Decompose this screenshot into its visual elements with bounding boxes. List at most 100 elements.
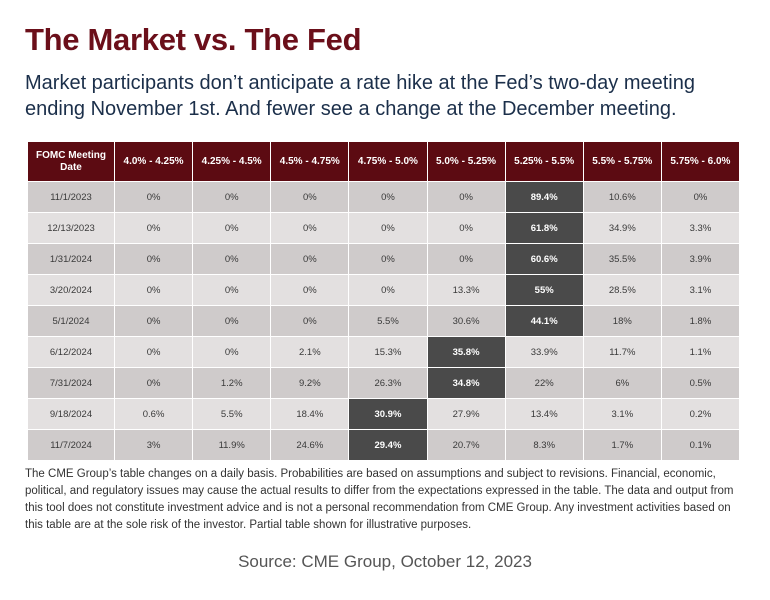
probability-cell: 0.6%: [113, 398, 194, 430]
probability-cell: 6%: [582, 367, 662, 399]
probability-cell: 11.9%: [192, 429, 272, 461]
meeting-date-cell: 9/18/2024: [27, 398, 115, 430]
meeting-date-cell: 11/1/2023: [27, 181, 115, 213]
table-body: 11/1/2023 0% 0% 0% 0% 0% 89.4% 10.6% 0% 12/13/202…: [27, 181, 741, 461]
probability-cell: 0%: [270, 181, 350, 213]
page-subtitle: Market participants don’t anticipate a r…: [25, 72, 695, 120]
probability-cell: 0%: [348, 212, 428, 244]
source-note: Source: CME Group, October 12, 2023: [238, 552, 532, 571]
probability-cell: 0%: [192, 181, 272, 213]
probability-cell-highest: 34.8%: [426, 367, 506, 399]
probability-cell: 1.1%: [660, 336, 741, 368]
table-row: 6/12/2024 0% 0% 2.1% 15.3% 35.8% 33.9% 11.7% 1.1…: [27, 336, 741, 368]
column-header-range: 4.25% - 4.5%: [192, 141, 272, 182]
probability-cell: 3.9%: [660, 243, 741, 275]
probability-cell: 30.6%: [426, 305, 506, 337]
probability-cell: 15.3%: [348, 336, 428, 368]
meeting-date-cell: 6/12/2024: [27, 336, 115, 368]
probability-cell: 0%: [426, 243, 506, 275]
table-row: 7/31/2024 0% 1.2% 9.2% 26.3% 34.8% 22% 6% 0.5%: [27, 367, 741, 399]
probability-cell: 28.5%: [582, 274, 662, 306]
probability-cell: 18%: [582, 305, 662, 337]
table-row: 9/18/2024 0.6% 5.5% 18.4% 30.9% 27.9% 13.4% 3.1…: [27, 398, 741, 430]
column-header-range: 4.75% - 5.0%: [348, 141, 428, 182]
probability-cell: 10.6%: [582, 181, 662, 213]
probability-cell: 13.3%: [426, 274, 506, 306]
table-row: 1/31/2024 0% 0% 0% 0% 0% 60.6% 35.5% 3.9%: [27, 243, 741, 275]
probability-cell: 35.5%: [582, 243, 662, 275]
meeting-date-cell: 3/20/2024: [27, 274, 115, 306]
probability-cell: 0%: [113, 181, 194, 213]
probability-cell: 0%: [113, 243, 194, 275]
disclaimer-text: The CME Group’s table changes on a daily…: [25, 468, 734, 531]
probability-cell: 0.1%: [660, 429, 741, 461]
column-header-date: FOMC Meeting Date: [27, 141, 115, 182]
probability-cell: 0%: [270, 212, 350, 244]
probability-cell-highest: 89.4%: [504, 181, 584, 213]
probability-cell: 0%: [426, 181, 506, 213]
probability-cell: 0%: [113, 212, 194, 244]
meeting-date-cell: 1/31/2024: [27, 243, 115, 275]
probability-cell: 0%: [192, 243, 272, 275]
probability-cell: 8.3%: [504, 429, 584, 461]
table-header-row: FOMC Meeting Date 4.0% - 4.25% 4.25% - 4.5…: [27, 141, 741, 182]
table-row: 5/1/2024 0% 0% 0% 5.5% 30.6% 44.1% 18% 1.8%: [27, 305, 741, 337]
probability-cell: 34.9%: [582, 212, 662, 244]
probability-cell: 0%: [426, 212, 506, 244]
meeting-date-cell: 12/13/2023: [27, 212, 115, 244]
table-row: 3/20/2024 0% 0% 0% 0% 13.3% 55% 28.5% 3.1%: [27, 274, 741, 306]
probability-cell: 2.1%: [270, 336, 350, 368]
probability-cell: 11.7%: [582, 336, 662, 368]
probability-cell-highest: 35.8%: [426, 336, 506, 368]
probability-cell: 0%: [270, 243, 350, 275]
probability-cell: 13.4%: [504, 398, 584, 430]
probability-cell: 1.8%: [660, 305, 741, 337]
probability-cell: 0%: [113, 305, 194, 337]
column-header-range: 4.5% - 4.75%: [270, 141, 350, 182]
probability-cell: 0.2%: [660, 398, 741, 430]
probability-cell: 0.5%: [660, 367, 741, 399]
probability-cell: 0%: [660, 181, 741, 213]
probability-cell: 0%: [113, 367, 194, 399]
probability-cell: 3%: [113, 429, 194, 461]
column-header-range: 4.0% - 4.25%: [113, 141, 194, 182]
probability-cell: 9.2%: [270, 367, 350, 399]
probability-cell: 0%: [348, 274, 428, 306]
meeting-date-cell: 11/7/2024: [27, 429, 115, 461]
probability-cell: 22%: [504, 367, 584, 399]
probability-cell: 18.4%: [270, 398, 350, 430]
probability-cell: 0%: [348, 243, 428, 275]
probability-cell: 0%: [113, 274, 194, 306]
probability-cell: 5.5%: [348, 305, 428, 337]
probability-cell-highest: 29.4%: [348, 429, 428, 461]
column-header-range: 5.5% - 5.75%: [582, 141, 662, 182]
probability-cell: 27.9%: [426, 398, 506, 430]
table-row: 11/7/2024 3% 11.9% 24.6% 29.4% 20.7% 8.3% 1.7% 0…: [27, 429, 741, 461]
probability-cell-highest: 61.8%: [504, 212, 584, 244]
probability-cell: 3.1%: [660, 274, 741, 306]
column-header-range: 5.25% - 5.5%: [504, 141, 584, 182]
probability-cell: 33.9%: [504, 336, 584, 368]
probability-cell: 20.7%: [426, 429, 506, 461]
probability-cell: 0%: [270, 305, 350, 337]
probability-cell: 3.1%: [582, 398, 662, 430]
meeting-date-cell: 5/1/2024: [27, 305, 115, 337]
column-header-range: 5.0% - 5.25%: [426, 141, 506, 182]
table-row: 12/13/2023 0% 0% 0% 0% 0% 61.8% 34.9% 3.3%: [27, 212, 741, 244]
probability-table: FOMC Meeting Date 4.0% - 4.25% 4.25% - 4.5…: [27, 141, 741, 461]
probability-cell: 0%: [192, 274, 272, 306]
probability-cell: 24.6%: [270, 429, 350, 461]
probability-cell-highest: 60.6%: [504, 243, 584, 275]
probability-cell: 0%: [192, 305, 272, 337]
probability-cell-highest: 30.9%: [348, 398, 428, 430]
probability-cell: 3.3%: [660, 212, 741, 244]
page-title: The Market vs. The Fed: [25, 22, 362, 57]
column-header-range: 5.75% - 6.0%: [660, 141, 741, 182]
probability-cell: 0%: [348, 181, 428, 213]
probability-cell: 1.7%: [582, 429, 662, 461]
probability-cell: 1.2%: [192, 367, 272, 399]
probability-cell: 0%: [270, 274, 350, 306]
meeting-date-cell: 7/31/2024: [27, 367, 115, 399]
probability-cell: 0%: [192, 336, 272, 368]
probability-cell-highest: 44.1%: [504, 305, 584, 337]
